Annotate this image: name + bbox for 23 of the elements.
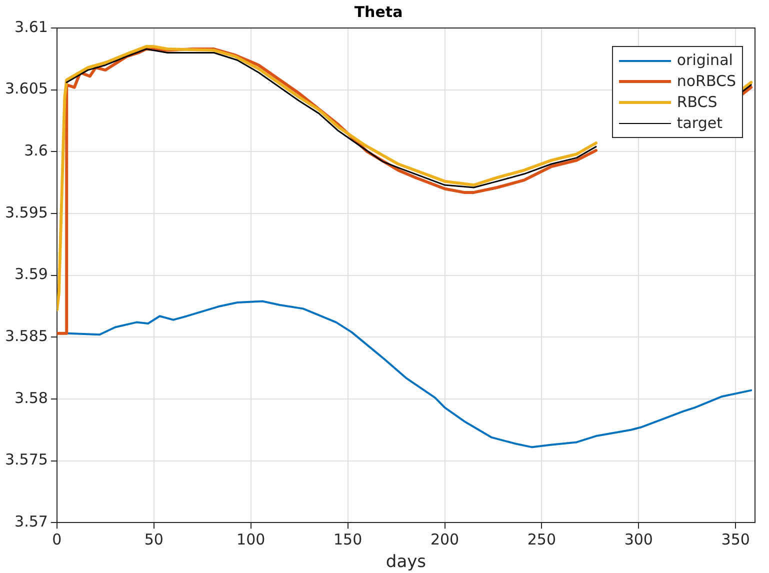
y-tick-label: 3.59 (14, 265, 48, 284)
y-tick-label: 3.6 (24, 142, 48, 160)
y-tick-label: 3.57 (14, 512, 48, 530)
y-tick-label: 3.585 (4, 327, 48, 346)
chart-title: Theta (354, 2, 403, 21)
x-tick-label: 0 (52, 530, 62, 548)
x-tick-label: 350 (721, 530, 750, 548)
x-tick-label: 150 (333, 530, 362, 548)
legend-label: original (676, 50, 733, 71)
x-tick-label: 100 (236, 530, 266, 548)
y-tick-label: 3.605 (4, 80, 48, 98)
x-tick-label: 300 (624, 530, 653, 548)
legend-label: RBCS (676, 92, 718, 113)
x-tick-label: 50 (144, 530, 164, 548)
legend-label: noRBCS (676, 71, 736, 92)
x-tick-label: 200 (430, 530, 460, 548)
y-tick-label: 3.595 (4, 203, 48, 222)
y-tick-label: 3.58 (14, 388, 48, 407)
y-tick-label: 3.575 (4, 450, 48, 469)
y-tick-label: 3.61 (14, 18, 48, 36)
legend-label: target (676, 113, 722, 134)
x-axis-title: days (386, 552, 426, 572)
x-tick-label: 250 (527, 530, 556, 548)
